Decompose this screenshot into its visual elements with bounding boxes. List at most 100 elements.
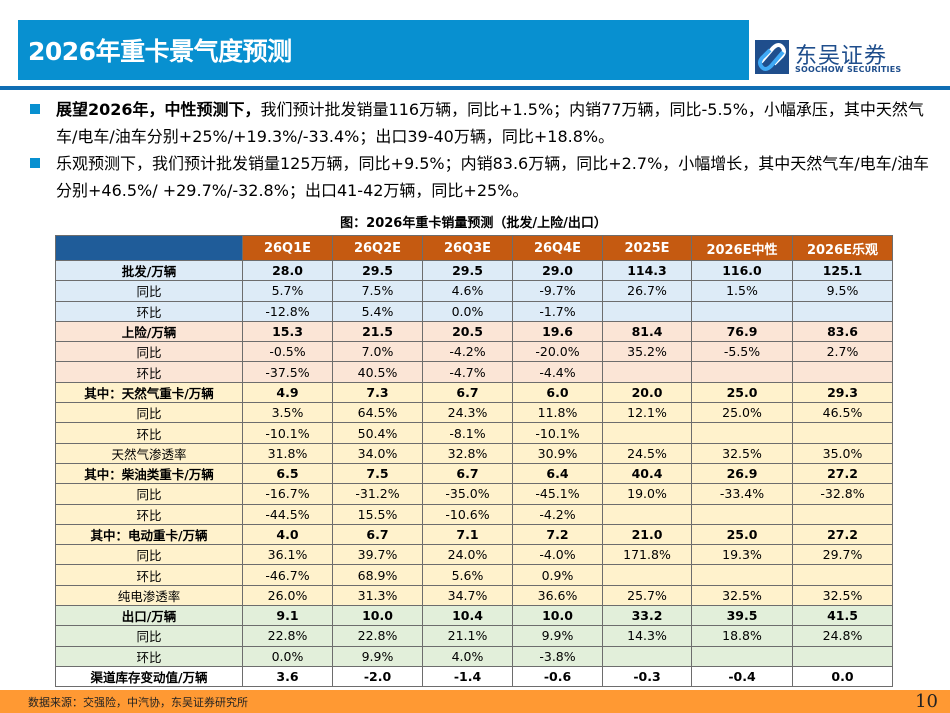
table-cell: 34.7% <box>422 584 513 607</box>
row-label: 同比 <box>55 402 243 424</box>
table-cell: -1.4 <box>422 665 513 688</box>
bullet-bold-lead: 展望2026年，中性预测下， <box>56 100 261 119</box>
table-cell <box>792 300 893 322</box>
bullet-square-icon <box>30 158 40 168</box>
table-cell: -0.4 <box>691 665 793 688</box>
table-cell: 24.8% <box>792 625 893 647</box>
table-cell: 50.4% <box>332 422 423 444</box>
table-cell: -31.2% <box>332 483 423 505</box>
table-row-sub: 环比 -10.1% 50.4% -8.1% -10.1% <box>55 422 893 444</box>
soochow-logo-icon <box>755 40 789 74</box>
table-cell: 14.3% <box>602 625 692 647</box>
table-cell: 15.3 <box>242 320 333 343</box>
table-row-main: 出口/万辆 9.1 10.0 10.4 10.0 33.2 39.5 41.5 <box>55 605 893 627</box>
table-cell: 5.4% <box>332 300 423 322</box>
table-cell: 27.2 <box>792 523 893 546</box>
table-cell: 15.5% <box>332 503 423 525</box>
table-cell <box>691 564 793 586</box>
table-cell: 25.0 <box>691 523 793 546</box>
table-cell: 32.5% <box>691 442 793 464</box>
table-cell: 35.2% <box>602 341 692 363</box>
data-source-note: 数据来源：交强险，中汽协，东吴证券研究所 <box>28 695 248 709</box>
table-cell: 0.0% <box>422 300 513 322</box>
forecast-table: 26Q1E 26Q2E 26Q3E 26Q4E 2025E 2026E中性 20… <box>55 235 893 688</box>
bullet-text: 乐观预测下，我们预计批发销量125万辆，同比+9.5%；内销83.6万辆，同比+… <box>56 154 930 200</box>
bullet-square-icon <box>30 104 40 114</box>
table-cell: 0.0 <box>792 665 893 688</box>
table-cell: 19.6 <box>512 320 603 343</box>
table-cell: -5.5% <box>691 341 793 363</box>
table-cell: 9.5% <box>792 280 893 302</box>
table-cell: 24.3% <box>422 402 513 424</box>
table-cell: 34.0% <box>332 442 423 464</box>
table-row-main: 其中：天然气重卡/万辆 4.9 7.3 6.7 6.0 20.0 25.0 29.3 <box>55 381 893 404</box>
table-row-main: 其中：柴油类重卡/万辆 6.5 7.5 6.7 6.4 40.4 26.9 27.2 <box>55 462 893 485</box>
table-cell: 36.1% <box>242 544 333 566</box>
table-cell: 22.8% <box>242 625 333 647</box>
table-cell: 6.4 <box>512 462 603 485</box>
table-header-row: 26Q1E 26Q2E 26Q3E 26Q4E 2025E 2026E中性 20… <box>55 235 893 261</box>
table-row-sub: 同比 22.8% 22.8% 21.1% 9.9% 14.3% 18.8% 24.8% <box>55 625 893 647</box>
table-cell: -4.2% <box>422 341 513 363</box>
table-cell: -32.8% <box>792 483 893 505</box>
row-label: 纯电渗透率 <box>55 584 243 607</box>
table-cell <box>602 422 692 444</box>
table-cell: 4.0% <box>422 645 513 667</box>
table-cell: -0.3 <box>602 665 692 688</box>
row-label: 环比 <box>55 300 243 322</box>
table-cell <box>792 564 893 586</box>
table-cell: -12.8% <box>242 300 333 322</box>
table-row-sub: 纯电渗透率 26.0% 31.3% 34.7% 36.6% 25.7% 32.5% 32.5% <box>55 584 893 607</box>
row-label: 环比 <box>55 503 243 525</box>
table-cell: 18.8% <box>691 625 793 647</box>
table-cell: 29.3 <box>792 381 893 404</box>
table-cell: 9.1 <box>242 605 333 627</box>
footer-bar: 数据来源：交强险，中汽协，东吴证券研究所 10 <box>0 690 950 713</box>
table-cell: -20.0% <box>512 341 603 363</box>
table-cell: -46.7% <box>242 564 333 586</box>
table-cell: 28.0 <box>242 259 333 282</box>
column-header: 2025E <box>602 235 692 261</box>
table-cell: 20.0 <box>602 381 692 404</box>
table-cell: 6.7 <box>332 523 423 546</box>
table-cell: -0.5% <box>242 341 333 363</box>
page-number: 10 <box>915 691 938 712</box>
table-cell: 41.5 <box>792 605 893 627</box>
table-cell: 0.0% <box>242 645 333 667</box>
table-cell: 40.5% <box>332 361 423 383</box>
row-label: 同比 <box>55 544 243 566</box>
table-cell: 39.7% <box>332 544 423 566</box>
table-cell: 7.0% <box>332 341 423 363</box>
table-row-sub: 环比 0.0% 9.9% 4.0% -3.8% <box>55 645 893 667</box>
table-cell: 32.8% <box>422 442 513 464</box>
table-cell: -10.1% <box>512 422 603 444</box>
table-cell: 10.4 <box>422 605 513 627</box>
table-row-sub: 环比 -12.8% 5.4% 0.0% -1.7% <box>55 300 893 322</box>
table-cell: -4.4% <box>512 361 603 383</box>
table-cell: 32.5% <box>691 584 793 607</box>
table-row-sub: 环比 -44.5% 15.5% -10.6% -4.2% <box>55 503 893 525</box>
table-cell: 114.3 <box>602 259 692 282</box>
table-cell: 7.3 <box>332 381 423 404</box>
table-row-sub: 环比 -46.7% 68.9% 5.6% 0.9% <box>55 564 893 586</box>
table-cell: 25.0 <box>691 381 793 404</box>
row-label: 其中：天然气重卡/万辆 <box>55 381 243 404</box>
table-cell: 29.5 <box>332 259 423 282</box>
table-cell: 6.7 <box>422 381 513 404</box>
row-label: 天然气渗透率 <box>55 442 243 464</box>
row-label: 环比 <box>55 645 243 667</box>
table-cell: 24.0% <box>422 544 513 566</box>
table-cell: 83.6 <box>792 320 893 343</box>
table-cell: -35.0% <box>422 483 513 505</box>
table-cell: 35.0% <box>792 442 893 464</box>
table-cell: 25.0% <box>691 402 793 424</box>
table-cell: 6.7 <box>422 462 513 485</box>
table-cell: 29.5 <box>422 259 513 282</box>
column-header: 26Q4E <box>512 235 603 261</box>
table-cell: 31.8% <box>242 442 333 464</box>
table-cell: 19.3% <box>691 544 793 566</box>
table-cell: 25.7% <box>602 584 692 607</box>
table-cell: 29.0 <box>512 259 603 282</box>
table-cell: 10.0 <box>512 605 603 627</box>
row-label: 环比 <box>55 564 243 586</box>
